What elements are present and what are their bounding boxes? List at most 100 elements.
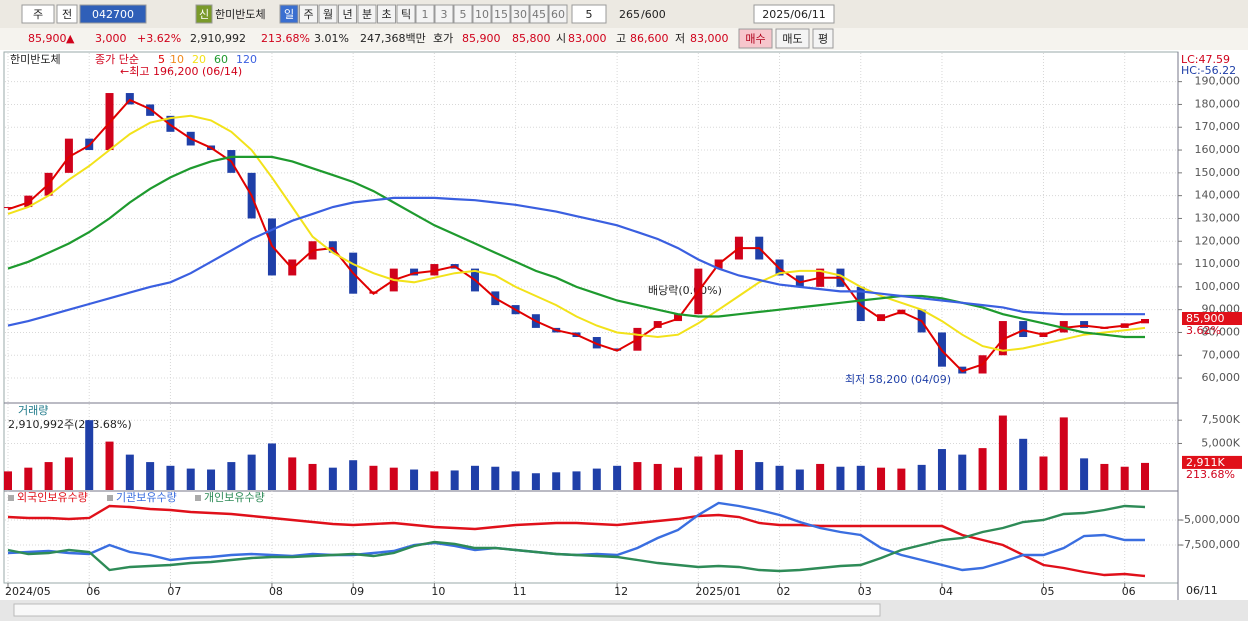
button[interactable] <box>377 4 396 24</box>
last-price-box <box>1182 312 1242 326</box>
x-tick-label: 09 <box>350 585 364 598</box>
volume-bar <box>105 441 114 490</box>
y-tick-label: 180,000 <box>1195 97 1241 110</box>
button[interactable] <box>775 28 810 49</box>
button[interactable] <box>396 4 416 24</box>
button[interactable] <box>195 4 213 24</box>
volume-bar <box>308 463 317 490</box>
button-label[interactable]: 15 <box>494 8 508 21</box>
button-label[interactable]: 월 <box>323 8 333 21</box>
button[interactable] <box>753 4 835 24</box>
button-label[interactable]: 전 <box>62 8 72 21</box>
volume-bar <box>389 467 398 490</box>
volume-bar <box>146 462 155 490</box>
x-tick-label: 2025/01 <box>695 585 741 598</box>
button[interactable] <box>318 4 338 24</box>
volume-bar <box>755 462 764 490</box>
button[interactable] <box>529 4 549 24</box>
button-label[interactable]: 일 <box>284 7 294 21</box>
button-label[interactable]: 년 <box>342 8 352 21</box>
button[interactable] <box>510 4 530 24</box>
y-tick-label: 190,000 <box>1195 75 1241 88</box>
volume-bar <box>633 462 642 490</box>
volume-bar <box>978 448 987 490</box>
candle <box>653 321 662 328</box>
ma-line <box>7 196 1145 327</box>
button-label[interactable]: 3 <box>441 8 448 21</box>
x-tick-label: 2024/05 <box>5 585 51 598</box>
scroll-track[interactable] <box>13 603 881 617</box>
button[interactable] <box>571 4 607 24</box>
button-label[interactable]: 주 <box>33 8 43 21</box>
button-label[interactable]: 60 <box>551 8 565 21</box>
hc-label: HC:-56.22 <box>1181 64 1236 77</box>
button-label[interactable]: 매도 <box>782 33 802 46</box>
quote-low: 83,000 <box>690 32 729 45</box>
volume-bar <box>552 472 561 490</box>
holding-legend: 개인보유수량 <box>204 491 265 504</box>
candle <box>125 93 134 105</box>
button[interactable] <box>56 4 78 24</box>
button[interactable] <box>491 4 511 24</box>
button-label[interactable]: 2025/06/11 <box>762 8 825 21</box>
candle <box>1080 321 1089 328</box>
volume-bar <box>816 463 825 490</box>
button[interactable] <box>21 4 55 24</box>
button[interactable] <box>79 4 147 24</box>
holding-line <box>7 504 1146 578</box>
quote-change: 3,000 <box>95 32 127 45</box>
button-label[interactable]: 신 <box>199 8 209 21</box>
candle <box>998 321 1007 356</box>
y-tick-label: 110,000 <box>1195 257 1241 270</box>
quote-open-label: 시 <box>556 32 566 45</box>
button-label[interactable]: 042700 <box>92 8 134 21</box>
button[interactable] <box>279 4 299 24</box>
button[interactable] <box>434 4 454 24</box>
volume-bar <box>958 454 967 490</box>
volume-bar <box>937 449 946 490</box>
button[interactable] <box>738 28 773 49</box>
button[interactable] <box>812 28 834 49</box>
volume-bar <box>836 466 845 490</box>
volume-bar <box>64 457 73 490</box>
button-label[interactable]: 5 <box>460 8 467 21</box>
volume-bar <box>166 465 175 490</box>
quote-low-label: 저 <box>675 32 685 45</box>
button-label[interactable]: 5 <box>586 8 593 21</box>
y-tick-label: 60,000 <box>1202 371 1241 384</box>
volume-bar <box>369 465 378 490</box>
button[interactable] <box>299 4 318 24</box>
button-label[interactable]: 분 <box>362 8 372 21</box>
button-label[interactable]: 매수 <box>745 33 765 46</box>
button[interactable] <box>357 4 377 24</box>
quote-high: 86,600 <box>630 32 669 45</box>
lc-label: LC:47.59 <box>1181 53 1230 66</box>
x-tick-label: 12 <box>614 585 628 598</box>
x-tick-label: 06 <box>86 585 100 598</box>
volume-bar <box>186 468 195 490</box>
button-label[interactable]: 틱 <box>401 8 411 21</box>
button-label[interactable]: 10 <box>475 8 489 21</box>
last-price-label: 85,900 <box>1186 312 1225 325</box>
button-label[interactable]: 평 <box>818 33 828 46</box>
button[interactable] <box>472 4 492 24</box>
button-label[interactable]: 초 <box>381 8 391 21</box>
x-tick-label: 05 <box>1040 585 1054 598</box>
ma-legend-label: 종가 단순 <box>95 53 139 66</box>
stock-legend: 한미반도체 <box>10 53 61 66</box>
volume-bar <box>1019 438 1028 490</box>
volume-info: 2,910,992주(213.68%) <box>8 418 132 431</box>
button-label[interactable]: 1 <box>422 8 429 21</box>
button[interactable] <box>415 4 435 24</box>
holding-legend: 기관보유수량 <box>116 491 177 504</box>
button-label[interactable]: 30 <box>513 8 527 21</box>
candle <box>592 337 601 349</box>
button-label[interactable]: 주 <box>303 8 313 21</box>
button[interactable] <box>453 4 473 24</box>
button-label[interactable]: 45 <box>532 8 546 21</box>
x-tick-label: 04 <box>939 585 953 598</box>
holding-line <box>7 504 1146 573</box>
button[interactable] <box>338 4 357 24</box>
button[interactable] <box>548 4 568 24</box>
